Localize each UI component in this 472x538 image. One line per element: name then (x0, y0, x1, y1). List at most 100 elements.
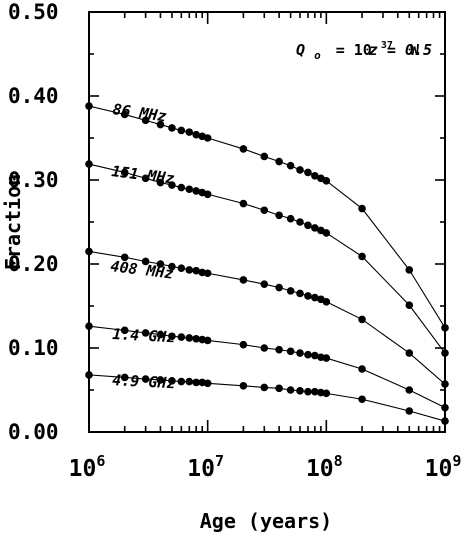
data-point (286, 347, 295, 356)
data-point (322, 354, 331, 362)
q-subscript: o (314, 49, 321, 62)
data-point (304, 292, 312, 300)
data-point (358, 204, 366, 213)
data-point (168, 181, 176, 189)
data-point (286, 287, 295, 295)
plot-marks: 0.00 0.10 0.20 0.30 0.40 0.50 106 107 108 109 86 M… (8, 0, 461, 482)
y-tick-label: 0.40 (8, 84, 59, 108)
data-point (358, 252, 366, 261)
y-axis-title: Fraction (1, 174, 25, 270)
data-point (322, 229, 331, 237)
data-point (441, 417, 449, 425)
q-unit: W (410, 41, 420, 59)
series-label: 4.9 GHz (112, 371, 176, 392)
data-point (203, 269, 212, 278)
data-point (203, 134, 212, 142)
q-exponent: 37 (381, 40, 393, 51)
series-label: 151 MHz (111, 162, 176, 188)
data-point (120, 326, 129, 335)
data-point (85, 247, 93, 256)
data-point (156, 178, 165, 187)
data-point (311, 172, 319, 180)
data-point (203, 190, 212, 199)
data-point (311, 224, 319, 232)
data-point (311, 351, 319, 360)
data-point (275, 345, 283, 354)
data-point (177, 264, 186, 273)
data-point (168, 332, 176, 341)
q-symbol: Q (296, 41, 305, 59)
y-tick-label: 0.00 (8, 420, 59, 444)
x-tick-label: 107 (187, 452, 224, 482)
data-point (156, 376, 165, 384)
data-point (192, 334, 200, 343)
data-point (85, 371, 93, 379)
data-point (141, 174, 150, 183)
data-point (120, 373, 129, 382)
data-point (286, 386, 295, 394)
redshift-label: z = 0.5 (369, 41, 432, 59)
data-point (203, 379, 212, 388)
data-point (296, 218, 304, 226)
data-point (441, 380, 449, 388)
data-point (405, 266, 414, 274)
y-tick-label: 0.50 (8, 0, 59, 24)
data-point (304, 387, 312, 396)
data-point (239, 199, 248, 208)
y-tick-label: 0.20 (8, 252, 59, 276)
data-point (141, 116, 150, 125)
data-point (260, 344, 269, 352)
data-point (441, 324, 449, 332)
data-point (185, 185, 194, 194)
data-point (185, 334, 194, 342)
data-point (185, 128, 194, 136)
data-point (156, 330, 165, 339)
data-point (120, 253, 129, 262)
data-point (85, 102, 93, 110)
data-point (156, 260, 165, 268)
data-point (304, 350, 312, 359)
data-point (177, 377, 186, 386)
data-point (441, 349, 449, 357)
data-point (239, 145, 248, 153)
data-point (311, 293, 319, 302)
data-point (239, 276, 248, 284)
data-point (168, 124, 176, 132)
data-point (275, 384, 283, 393)
data-point (141, 329, 150, 337)
data-point (177, 333, 186, 341)
data-point (192, 187, 200, 195)
data-point (275, 211, 283, 220)
plot-frame (88, 11, 446, 433)
data-point (141, 375, 150, 383)
data-point (185, 377, 194, 386)
data-point (322, 177, 331, 185)
data-point (192, 130, 200, 139)
data-point (296, 387, 304, 395)
x-tick-label: 108 (306, 452, 343, 482)
data-point (192, 378, 200, 387)
data-point (85, 322, 93, 330)
y-tick-label: 0.10 (8, 336, 59, 360)
series-line (88, 105, 446, 329)
x-axis-title: Age (years) (200, 509, 332, 533)
data-point (311, 387, 319, 396)
data-point (304, 221, 312, 230)
series-label: 1.4 GHz (112, 325, 176, 346)
data-point (296, 289, 304, 298)
data-point (405, 301, 414, 309)
data-point (168, 376, 176, 385)
data-point (358, 395, 366, 404)
data-point (185, 266, 194, 274)
data-point (85, 160, 93, 168)
annotation: Q o = 10 37 W z = 0.5 (296, 40, 432, 62)
data-point (260, 152, 269, 161)
data-point (120, 110, 129, 119)
series-line (88, 163, 446, 354)
data-point (405, 386, 414, 394)
series-label: 408 MHz (110, 257, 175, 283)
data-point (441, 403, 449, 412)
data-point (275, 283, 283, 292)
data-point (358, 365, 366, 373)
